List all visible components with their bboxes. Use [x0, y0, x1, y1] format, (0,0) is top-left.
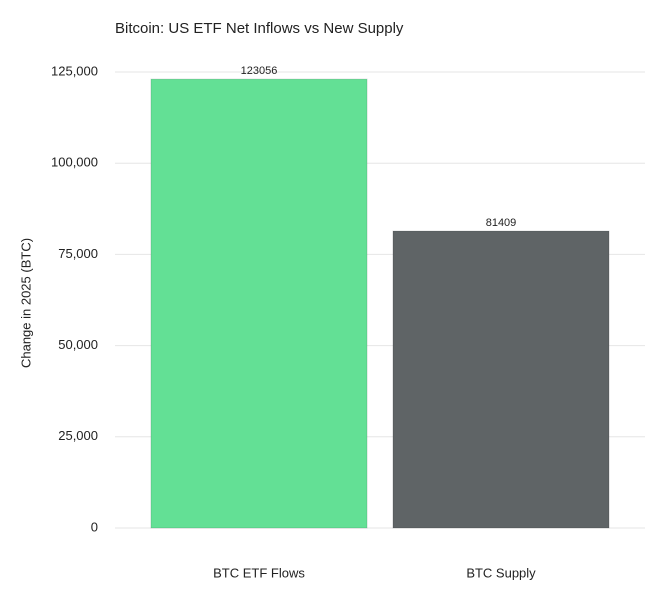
y-tick-label: 25,000 — [58, 428, 98, 443]
grid: 0 25,000 50,000 75,000 100,000 125,000 — [51, 63, 645, 534]
bar — [150, 78, 368, 529]
data-label: 123056 — [241, 65, 278, 77]
x-tick-label: BTC ETF Flows — [213, 565, 305, 580]
y-tick-label: 75,000 — [58, 246, 98, 261]
bar — [392, 230, 610, 529]
data-label: 81409 — [486, 217, 517, 229]
plot-area: BTC ETF Flows 123056 BTC Supply 81409 — [150, 65, 610, 580]
y-axis-label: Change in 2025 (BTC) — [18, 238, 33, 368]
chart-title: Bitcoin: US ETF Net Inflows vs New Suppl… — [115, 20, 404, 37]
y-tick-label: 100,000 — [51, 155, 98, 170]
y-tick-label: 0 — [91, 519, 98, 534]
x-tick-label: BTC Supply — [466, 565, 536, 580]
y-tick-label: 125,000 — [51, 63, 98, 78]
y-tick-label: 50,000 — [58, 337, 98, 352]
